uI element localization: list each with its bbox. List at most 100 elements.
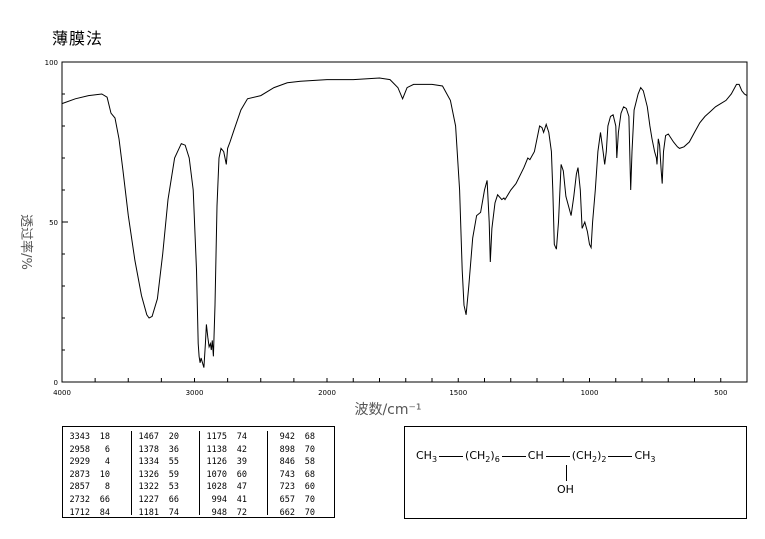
structural-formula: CH3 (CH2)6 CH (CH2)2 CH3: [416, 449, 656, 464]
methyl-left: CH3: [416, 449, 438, 464]
peak-wavenumber: 1138: [206, 444, 227, 455]
peak-table-column: 1175 74 1138 42 1126 39 1070 60 1028 47 994 41 948 72: [199, 431, 268, 518]
y-axis-label: 透过率/%: [18, 214, 34, 270]
peak-table-row: 846 58: [268, 456, 336, 469]
peak-transmittance: 60: [304, 482, 315, 493]
peak-wavenumber: 657: [279, 494, 295, 505]
peak-table-row: 1326 59: [132, 469, 200, 482]
peak-table-row: 1175 74: [200, 431, 268, 444]
peak-table-row: 942 68: [268, 431, 336, 444]
plot-frame: [61, 61, 748, 383]
peak-transmittance: 8: [104, 482, 110, 493]
peak-table-column: 3343 18 2958 6 2929 4 2873 10 2857 8 2732 66 1712 84: [63, 431, 131, 518]
peak-transmittance: 72: [236, 507, 247, 518]
peak-transmittance: 68: [304, 432, 315, 442]
peak-table-row: 1070 60: [200, 469, 268, 482]
peak-transmittance: 74: [236, 432, 247, 442]
ir-spectrum-chart: 0 50 100 4000 3000 2000 1500 1000 500 波数/cm⁻¹ 透…: [18, 59, 748, 418]
peak-wavenumber: 994: [211, 494, 227, 505]
peak-table-row: 1322 53: [132, 481, 200, 494]
carbinol-carbon: CH: [527, 449, 544, 462]
peak-transmittance: 36: [168, 444, 179, 455]
peak-transmittance: 20: [168, 432, 179, 442]
structure-box: CH3 (CH2)6 CH (CH2)2 CH3 OH: [404, 426, 747, 519]
peak-wavenumber: 1334: [138, 457, 159, 468]
methylene-group-1: (CH2)6: [465, 449, 500, 464]
peak-table-row: 743 68: [268, 469, 336, 482]
peak-wavenumber: 3343: [69, 432, 90, 442]
peak-wavenumber: 2873: [69, 469, 90, 480]
hydroxyl-label: OH: [557, 483, 574, 496]
peak-wavenumber: 1378: [138, 444, 159, 455]
peak-table: 3343 18 2958 6 2929 4 2873 10 2857 8 2732 66 1712 84 1…: [62, 426, 335, 518]
peak-table-row: 898 70: [268, 444, 336, 457]
peak-wavenumber: 662: [279, 507, 295, 518]
peak-wavenumber: 1175: [206, 432, 227, 442]
peak-transmittance: 66: [168, 494, 179, 505]
y-tick-label: 100: [45, 59, 58, 67]
peak-table-row: 1467 20: [132, 431, 200, 444]
peak-transmittance: 58: [304, 457, 315, 468]
peak-transmittance: 10: [99, 469, 110, 480]
peak-wavenumber: 1322: [138, 482, 159, 493]
peak-table-row: 1712 84: [63, 507, 131, 520]
peak-wavenumber: 1028: [206, 482, 227, 493]
x-tick-label: 1500: [449, 389, 467, 397]
peak-table-row: 1378 36: [132, 444, 200, 457]
methylene-group-2: (CH2)2: [571, 449, 607, 464]
peak-table-row: 1181 74: [132, 507, 200, 520]
peak-table-row: 948 72: [200, 507, 268, 520]
bond-4: [608, 455, 633, 457]
peak-wavenumber: 2732: [69, 494, 90, 505]
x-tick-label: 500: [714, 389, 727, 397]
peak-transmittance: 4: [104, 457, 110, 468]
peak-table-row: 723 60: [268, 481, 336, 494]
peak-wavenumber: 1712: [69, 507, 90, 518]
peak-table-row: 657 70: [268, 494, 336, 507]
x-tick-label: 2000: [318, 389, 336, 397]
peak-transmittance: 70: [304, 444, 315, 455]
peak-transmittance: 74: [168, 507, 179, 518]
peak-table-row: 1028 47: [200, 481, 268, 494]
peak-table-column: 942 68 898 70 846 58 743 68 723 60 657 70 662 70: [267, 431, 336, 518]
peak-table-row: 994 41: [200, 494, 268, 507]
peak-wavenumber: 1181: [138, 507, 159, 518]
peak-wavenumber: 1467: [138, 432, 159, 442]
y-tick-label: 50: [49, 219, 58, 227]
peak-transmittance: 84: [99, 507, 110, 518]
peak-transmittance: 70: [304, 494, 315, 505]
x-tick-label: 3000: [186, 389, 204, 397]
bond-1: [439, 455, 464, 457]
peak-wavenumber: 1070: [206, 469, 227, 480]
peak-table-row: 1126 39: [200, 456, 268, 469]
method-title: 薄膜法: [52, 29, 104, 48]
peak-table-row: 2929 4: [63, 456, 131, 469]
peak-wavenumber: 2929: [69, 457, 90, 468]
peak-wavenumber: 1326: [138, 469, 159, 480]
peak-wavenumber: 846: [279, 457, 295, 468]
bond-2: [501, 455, 526, 457]
peak-transmittance: 53: [168, 482, 179, 493]
peak-wavenumber: 2958: [69, 444, 90, 455]
peak-wavenumber: 1126: [206, 457, 227, 468]
peak-transmittance: 41: [236, 494, 247, 505]
peak-transmittance: 42: [236, 444, 247, 455]
x-tick-label: 1000: [581, 389, 599, 397]
peak-wavenumber: 948: [211, 507, 227, 518]
peak-wavenumber: 2857: [69, 482, 90, 493]
peak-table-row: 1334 55: [132, 456, 200, 469]
peak-transmittance: 18: [99, 432, 110, 442]
peak-table-row: 1138 42: [200, 444, 268, 457]
x-axis-ticks: 4000 3000 2000 1500 1000 500: [53, 378, 748, 397]
x-axis-label: 波数/cm⁻¹: [354, 402, 421, 418]
peak-table-row: 2857 8: [63, 481, 131, 494]
peak-table-row: 2873 10: [63, 469, 131, 482]
x-tick-label: 4000: [53, 389, 71, 397]
peak-table-row: 2958 6: [63, 444, 131, 457]
peak-table-column: 1467 20 1378 36 1334 55 1326 59 1322 53 1227 66 1181…: [131, 431, 200, 518]
peak-transmittance: 6: [104, 444, 110, 455]
peak-wavenumber: 942: [279, 432, 295, 442]
peak-transmittance: 66: [99, 494, 110, 505]
methyl-right: CH3: [634, 449, 656, 464]
peak-transmittance: 68: [304, 469, 315, 480]
